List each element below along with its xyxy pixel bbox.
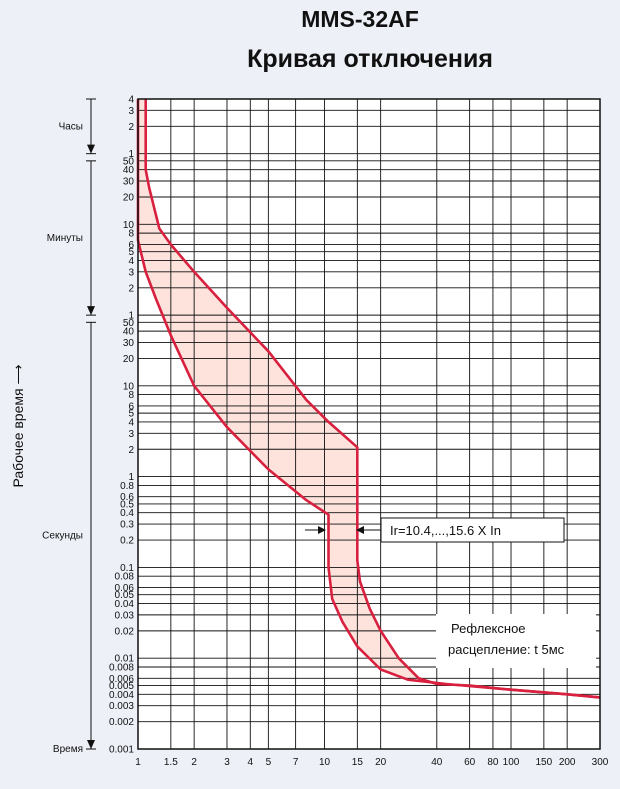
y-tick-label: 3 <box>128 429 134 440</box>
x-tick-label: 100 <box>503 757 520 768</box>
x-tick-label: 40 <box>431 757 443 768</box>
x-tick-label: 1.5 <box>164 757 178 768</box>
x-tick-label: 20 <box>375 757 387 768</box>
x-tick-labels: 1 1.5 2 3 4 5 7 10 15 20 40 60 80 100 150 200 300 <box>135 757 609 768</box>
y-tick-label: 0.8 <box>120 481 134 492</box>
y-tick-label: 5 <box>128 247 134 258</box>
y-tick-label: 0.05 <box>115 590 135 601</box>
segment-arrowhead <box>87 306 95 316</box>
reflex-annotation: Рефлексное расцепление: t 5мс <box>436 614 596 668</box>
y-tick-label: 0.005 <box>109 681 134 692</box>
y-tick-label: 0.6 <box>120 492 134 503</box>
y-tick-label: 0.2 <box>120 536 134 547</box>
y-tick-label: 0.4 <box>120 508 134 519</box>
segment-arrowhead <box>87 740 95 749</box>
y-tick-label: 20 <box>123 354 135 365</box>
y-tick-label: 0.06 <box>115 583 135 594</box>
x-tick-label: 60 <box>464 757 476 768</box>
x-tick-label: 1 <box>135 757 141 768</box>
ir-annotation-text: Ir=10.4,...,15.6 X In <box>390 523 501 538</box>
y-tick-label: 5 <box>128 409 134 420</box>
ir-annotation: Ir=10.4,...,15.6 X In <box>305 517 565 543</box>
y-tick-label: 4 <box>128 256 134 267</box>
y-tick-label: 0.04 <box>115 599 135 610</box>
reflex-annotation-line1: Рефлексное <box>451 621 526 636</box>
x-tick-label: 7 <box>293 757 299 768</box>
x-tick-label: 5 <box>266 757 272 768</box>
y-tick-label: 0.004 <box>109 690 134 701</box>
y-tick-label: 8 <box>128 229 134 240</box>
reflex-annotation-box <box>436 614 596 668</box>
x-tick-label: 150 <box>536 757 553 768</box>
y-tick-label: 50 <box>123 318 135 329</box>
trip-band-fill <box>138 99 600 698</box>
y-tick-label: 0.01 <box>115 654 135 665</box>
y-tick-label: 30 <box>123 338 135 349</box>
ir-arrowhead-left <box>318 526 326 534</box>
y-tick-label: 20 <box>123 192 135 203</box>
y-tick-label: 0.001 <box>109 745 134 756</box>
y-tick-label: 4 <box>128 95 134 106</box>
x-tick-label: 3 <box>224 757 230 768</box>
x-tick-label: 300 <box>592 757 609 768</box>
segment-label: Секунды <box>42 531 83 542</box>
y-tick-label: 0.3 <box>120 520 134 531</box>
y-tick-label: 10 <box>123 381 135 392</box>
y-tick-label: 0.003 <box>109 701 134 712</box>
x-tick-label: 2 <box>191 757 197 768</box>
y-tick-label: 0.08 <box>115 572 135 583</box>
y-axis-arrow: ⟶ <box>10 364 26 384</box>
y-tick-label: 30 <box>123 177 135 188</box>
x-tick-label: 4 <box>248 757 254 768</box>
y-axis-label: Рабочее время ⟶ <box>10 364 26 487</box>
trip-band-layer <box>138 99 600 698</box>
y-tick-label: 3 <box>128 267 134 278</box>
y-tick-label: 0.1 <box>120 563 134 574</box>
y-tick-labels: 432150403020108654321504030201086543210.… <box>109 95 134 756</box>
y-tick-label: 0.02 <box>115 626 135 637</box>
ir-arrowhead-right <box>356 526 364 534</box>
y-tick-label: 6 <box>128 240 134 251</box>
y-tick-label: 0.008 <box>109 662 134 673</box>
y-tick-label: 40 <box>123 327 135 338</box>
y-tick-label: 10 <box>123 220 135 231</box>
y-tick-label: 2 <box>128 445 134 456</box>
y-tick-label: 1 <box>128 472 134 483</box>
reflex-annotation-line2: расцепление: t 5мс <box>448 642 565 657</box>
x-tick-label: 15 <box>352 757 364 768</box>
ir-annotation-box <box>380 517 565 543</box>
chart-title-subtitle: Кривая отключения <box>247 45 493 73</box>
x-tick-label: 200 <box>559 757 576 768</box>
x-tick-label: 80 <box>487 757 499 768</box>
y-tick-label: 6 <box>128 401 134 412</box>
lower-trip-curve <box>136 99 601 699</box>
chart-title-model: MMS-32AF <box>301 6 419 32</box>
y-tick-label: 1 <box>128 311 134 322</box>
segment-arrowhead <box>87 144 95 154</box>
y-tick-label: 2 <box>128 283 134 294</box>
x-tick-label: 10 <box>319 757 331 768</box>
y-tick-label: 1 <box>128 149 134 160</box>
segment-label: Часы <box>59 121 83 132</box>
y-tick-label: 40 <box>123 165 135 176</box>
curve-layer <box>136 99 601 699</box>
y-tick-label: 0.006 <box>109 674 134 685</box>
y-tick-label: 50 <box>123 156 135 167</box>
y-tick-label: 2 <box>128 122 134 133</box>
y-tick-label: 8 <box>128 390 134 401</box>
y-tick-label: 4 <box>128 417 134 428</box>
y-tick-label: 3 <box>128 106 134 117</box>
y-tick-label: 0.002 <box>109 717 134 728</box>
segment-label: Минуты <box>47 233 83 244</box>
y-tick-label: 0.5 <box>120 499 134 510</box>
y-axis-label-text: Рабочее время ⟶ <box>10 364 26 487</box>
y-segments: Часы Минуты Секунды Время <box>42 98 96 755</box>
y-tick-label: 0.03 <box>115 610 135 621</box>
segment-label: Время <box>53 744 83 755</box>
plot-frame <box>137 98 601 750</box>
